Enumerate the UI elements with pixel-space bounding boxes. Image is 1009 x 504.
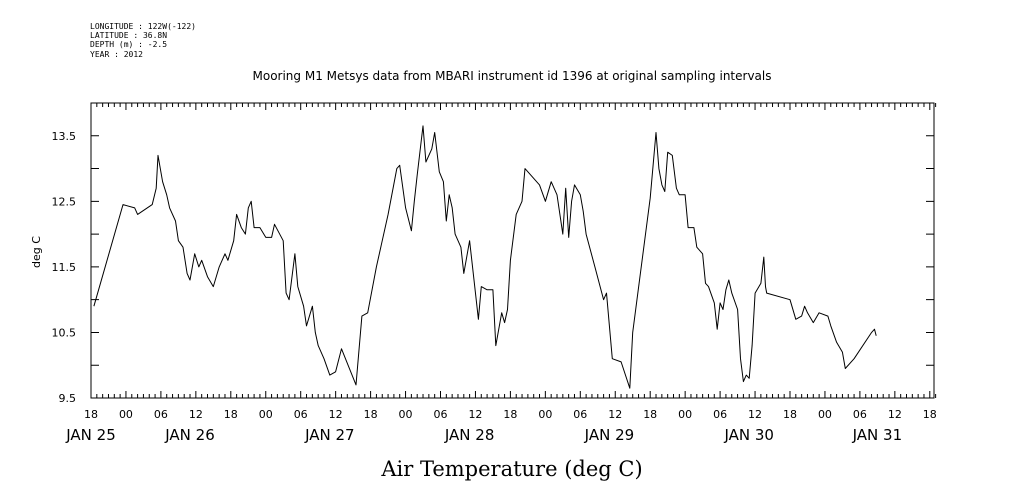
y-tick-label: 9.5 xyxy=(59,392,77,405)
x-day-label: JAN 30 xyxy=(723,426,774,444)
x-hour-label: 06 xyxy=(434,408,448,421)
x-hour-label: 00 xyxy=(259,408,273,421)
header-year: YEAR : 2012 xyxy=(90,50,143,59)
x-hour-label: 18 xyxy=(84,408,98,421)
x-hour-label: 06 xyxy=(853,408,867,421)
x-hour-label: 12 xyxy=(329,408,343,421)
y-tick-label: 12.5 xyxy=(52,195,77,208)
x-hour-label: 12 xyxy=(608,408,622,421)
x-day-label: JAN 28 xyxy=(444,426,495,444)
x-hour-label: 00 xyxy=(678,408,692,421)
y-tick-label: 11.5 xyxy=(52,261,77,274)
x-hour-label: 12 xyxy=(189,408,203,421)
x-day-label: JAN 29 xyxy=(584,426,635,444)
y-tick-label: 13.5 xyxy=(52,130,77,143)
header-latitude: LATITUDE : 36.8N xyxy=(90,31,168,40)
x-day-label: JAN 27 xyxy=(304,426,355,444)
series-line xyxy=(93,125,877,389)
x-hour-label: 00 xyxy=(119,408,133,421)
x-hour-label: 12 xyxy=(888,408,902,421)
x-hour-label: 12 xyxy=(748,408,762,421)
x-hour-labels: 18 00 06 12 18 00 06 12 18 00 06 12 18 00 06 12 18 00 06 12… xyxy=(84,408,937,421)
header-depth: DEPTH (m) : -2.5 xyxy=(90,40,168,49)
x-hour-label: 18 xyxy=(224,408,238,421)
y-axis-labels: 9.5 10.5 11.5 12.5 13.5 xyxy=(52,130,77,405)
series-group xyxy=(93,125,877,389)
tick-marks xyxy=(90,102,937,399)
x-hour-label: 00 xyxy=(818,408,832,421)
x-hour-label: 18 xyxy=(643,408,657,421)
y-axis-title: deg C xyxy=(30,236,43,268)
x-hour-label: 00 xyxy=(538,408,552,421)
x-hour-label: 18 xyxy=(923,408,937,421)
x-hour-label: 06 xyxy=(294,408,308,421)
x-hour-label: 12 xyxy=(468,408,482,421)
chart-title: Mooring M1 Metsys data from MBARI instru… xyxy=(253,69,772,83)
x-axis-title: Air Temperature (deg C) xyxy=(380,457,642,481)
x-hour-label: 18 xyxy=(783,408,797,421)
axis-ticks xyxy=(90,102,937,399)
x-hour-label: 06 xyxy=(573,408,587,421)
x-day-label: JAN 25 xyxy=(65,426,116,444)
header-longitude: LONGITUDE : 122W(-122) xyxy=(90,22,196,31)
plot-frame xyxy=(90,102,935,399)
x-day-labels: JAN 25 JAN 26 JAN 27 JAN 28 JAN 29 JAN 30 JAN … xyxy=(65,426,902,444)
x-day-label: JAN 31 xyxy=(852,426,903,444)
x-day-label: JAN 26 xyxy=(164,426,215,444)
x-hour-label: 06 xyxy=(154,408,168,421)
y-tick-label: 10.5 xyxy=(52,326,77,339)
x-hour-label: 06 xyxy=(713,408,727,421)
x-hour-label: 18 xyxy=(364,408,378,421)
x-hour-label: 00 xyxy=(399,408,413,421)
x-hour-label: 18 xyxy=(503,408,517,421)
